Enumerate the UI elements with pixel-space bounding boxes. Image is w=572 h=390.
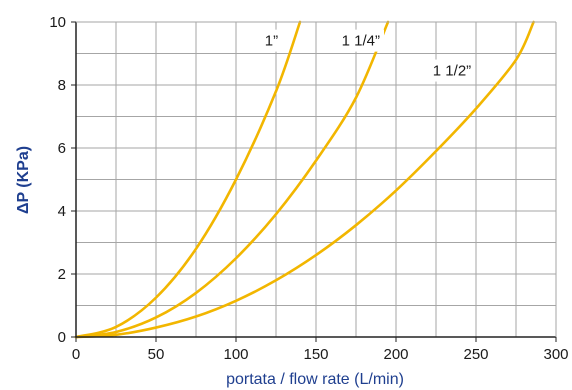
y-axis-title: ΔP (KPa) (15, 146, 32, 214)
x-tick-label: 100 (223, 346, 248, 363)
series-label-3: 1 1/2” (428, 59, 476, 82)
series-label-text: 1” (265, 33, 278, 50)
series-label-background (428, 59, 476, 82)
y-tick-label: 6 (58, 140, 66, 157)
series-label-text: 1 1/4” (342, 33, 380, 50)
series-label-text: 1 1/2” (433, 63, 471, 80)
y-tick-label: 10 (49, 14, 66, 31)
y-tick-label: 0 (58, 329, 66, 346)
series-line-1 (74, 20, 302, 339)
x-tick-labels: 0 50 100 150 200 250 300 (72, 337, 569, 363)
series-labels: 1” 1 1/4” 1 1/2” (260, 29, 476, 82)
x-tick-label: 50 (148, 346, 165, 363)
y-tick-label: 8 (58, 77, 66, 94)
x-tick-label: 0 (72, 346, 80, 363)
series-label-background (337, 29, 384, 52)
y-tick-labels: 0 2 4 6 8 10 (49, 14, 76, 346)
series-label-1: 1” (260, 29, 283, 52)
series-curves (74, 20, 535, 339)
y-tick-label: 2 (58, 266, 66, 283)
x-tick-label: 200 (383, 346, 408, 363)
x-tick-label: 250 (463, 346, 488, 363)
x-tick-label: 150 (303, 346, 328, 363)
y-tick-label: 4 (58, 203, 66, 220)
grid (75, 21, 557, 338)
series-label-background (260, 29, 283, 52)
series-line-2 (74, 20, 390, 339)
series-line-3 (74, 20, 535, 339)
x-axis-title: portata / flow rate (L/min) (226, 371, 404, 388)
x-tick-label: 300 (543, 346, 568, 363)
series-label-2: 1 1/4” (337, 29, 384, 52)
